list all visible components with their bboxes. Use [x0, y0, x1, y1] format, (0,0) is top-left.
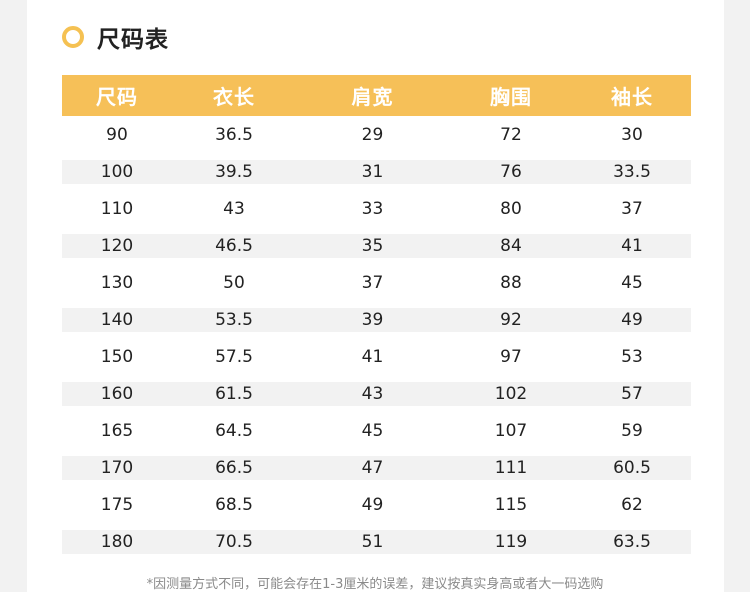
- cell-sleeve: 62: [621, 494, 643, 515]
- cell-chest: 72: [500, 124, 522, 145]
- cell-chest: 80: [500, 198, 522, 219]
- cell-length: 53.5: [215, 309, 253, 330]
- cell-chest: 92: [500, 309, 522, 330]
- cell-shoulder: 45: [361, 420, 384, 441]
- table-row: 175 68.5 49 115 62: [62, 486, 691, 523]
- cell-length: 68.5: [215, 494, 253, 515]
- cell-chest: 88: [500, 272, 522, 293]
- cell-shoulder: 33: [361, 198, 384, 219]
- table-row: 90 36.5 29 72 30: [62, 116, 691, 153]
- cell-size: 160: [100, 383, 134, 404]
- cell-chest: 97: [500, 346, 522, 367]
- cell-size: 170: [100, 457, 134, 478]
- cell-chest: 102: [494, 383, 528, 404]
- cell-size: 140: [100, 309, 134, 330]
- cell-size: 150: [100, 346, 134, 367]
- cell-length: 64.5: [215, 420, 253, 441]
- cell-size: 175: [100, 494, 134, 515]
- cell-sleeve: 57: [621, 383, 643, 404]
- table-row: 110 43 33 80 37: [62, 190, 691, 227]
- measurement-footnote: *因测量方式不同，可能会存在1-3厘米的误差，建议按真实身高或者大一码选购: [146, 577, 604, 592]
- cell-size: 120: [100, 235, 134, 256]
- cell-shoulder: 29: [361, 124, 384, 145]
- cell-chest: 115: [494, 494, 528, 515]
- cell-sleeve: 33.5: [613, 161, 651, 182]
- header-length: 衣长: [213, 85, 255, 109]
- cell-shoulder: 51: [361, 531, 384, 552]
- cell-length: 57.5: [215, 346, 253, 367]
- cell-size: 110: [100, 198, 134, 219]
- table-row: 120 46.5 35 84 41: [62, 233, 691, 258]
- cell-shoulder: 39: [361, 309, 384, 330]
- cell-length: 36.5: [215, 124, 253, 145]
- table-row: 150 57.5 41 97 53: [62, 338, 691, 375]
- cell-size: 165: [100, 420, 134, 441]
- cell-sleeve: 49: [621, 309, 643, 330]
- cell-shoulder: 35: [361, 235, 384, 256]
- size-table: 尺码 衣长 肩宽 胸围 袖长 90 36.5 29 72 30 100 39.5…: [62, 75, 691, 560]
- cell-shoulder: 31: [361, 161, 384, 182]
- header-shoulder: 肩宽: [351, 85, 394, 109]
- cell-length: 61.5: [215, 383, 253, 404]
- cell-sleeve: 45: [621, 272, 643, 293]
- table-header: 尺码 衣长 肩宽 胸围 袖长: [62, 75, 691, 116]
- cell-sleeve: 63.5: [613, 531, 651, 552]
- cell-chest: 84: [500, 235, 522, 256]
- cell-sleeve: 59: [621, 420, 643, 441]
- cell-sleeve: 60.5: [613, 457, 651, 478]
- cell-size: 180: [100, 531, 134, 552]
- cell-length: 50: [223, 272, 245, 293]
- cell-sleeve: 30: [621, 124, 643, 145]
- table-row: 170 66.5 47 111 60.5: [62, 455, 691, 480]
- table-row: 100 39.5 31 76 33.5: [62, 159, 691, 184]
- table-row: 140 53.5 39 92 49: [62, 307, 691, 332]
- cell-shoulder: 47: [361, 457, 384, 478]
- cell-shoulder: 37: [361, 272, 384, 293]
- cell-shoulder: 43: [361, 383, 384, 404]
- cell-chest: 76: [500, 161, 522, 182]
- cell-sleeve: 37: [621, 198, 643, 219]
- cell-length: 39.5: [215, 161, 253, 182]
- cell-length: 66.5: [215, 457, 253, 478]
- cell-sleeve: 41: [621, 235, 643, 256]
- table-body: 90 36.5 29 72 30 100 39.5 31 76 33.5 110…: [62, 116, 691, 554]
- title-row: 尺码表: [62, 18, 169, 56]
- cell-length: 43: [223, 198, 245, 219]
- cell-length: 46.5: [215, 235, 253, 256]
- cell-shoulder: 41: [361, 346, 384, 367]
- table-row: 160 61.5 43 102 57: [62, 381, 691, 406]
- cell-size: 90: [106, 124, 128, 145]
- cell-length: 70.5: [215, 531, 253, 552]
- cell-sleeve: 53: [621, 346, 643, 367]
- header-chest: 胸围: [490, 85, 532, 109]
- circle-bullet-icon: [62, 26, 84, 48]
- cell-chest: 119: [494, 531, 528, 552]
- cell-size: 130: [100, 272, 134, 293]
- table-row: 130 50 37 88 45: [62, 264, 691, 301]
- page-title: 尺码表: [97, 27, 169, 53]
- cell-shoulder: 49: [361, 494, 384, 515]
- cell-chest: 111: [494, 457, 528, 478]
- cell-size: 100: [100, 161, 134, 182]
- header-size: 尺码: [96, 85, 138, 109]
- table-row: 180 70.5 51 119 63.5: [62, 529, 691, 554]
- table-row: 165 64.5 45 107 59: [62, 412, 691, 449]
- header-sleeve: 袖长: [611, 85, 653, 109]
- cell-chest: 107: [494, 420, 528, 441]
